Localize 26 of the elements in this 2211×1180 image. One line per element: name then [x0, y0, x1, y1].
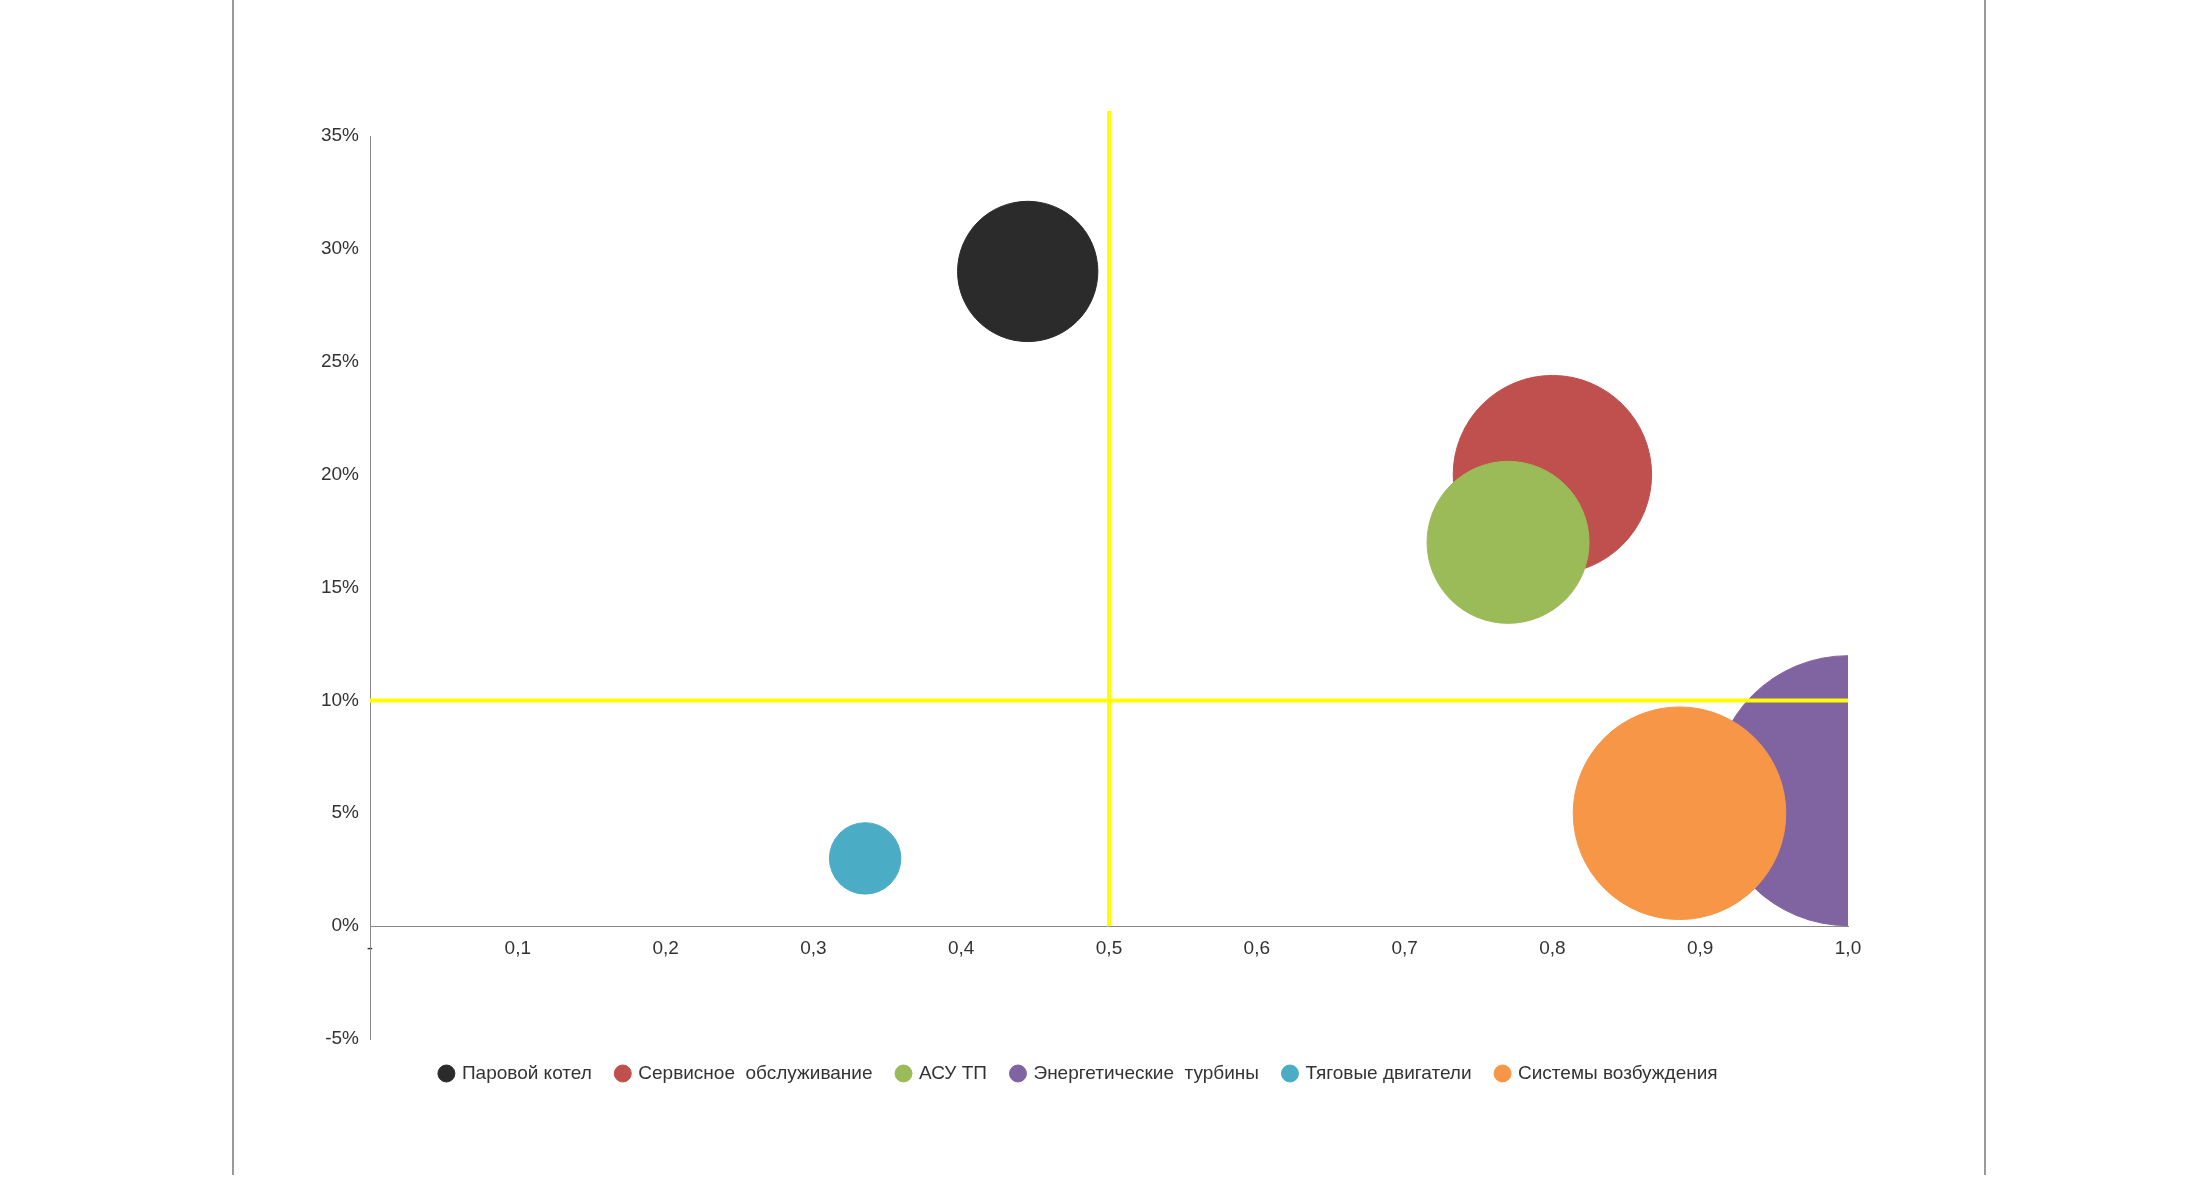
legend-label: Энергетические турбины — [1033, 1061, 1259, 1083]
y-tick-label: 15% — [320, 575, 360, 597]
x-tick-label: 0,8 — [1539, 936, 1566, 958]
x-tick-label: 0,3 — [800, 936, 827, 958]
y-tick-label: 20% — [320, 462, 360, 484]
x-tick-label: 0,6 — [1243, 936, 1271, 958]
legend-label: Сервисное обслуживание — [638, 1061, 873, 1083]
y-tick-label: 10% — [320, 688, 360, 710]
x-tick-label: 0,7 — [1391, 936, 1418, 958]
x-tick-label: 0,2 — [652, 936, 679, 958]
legend-label: Паровой котел — [461, 1061, 592, 1083]
y-tick-label: 5% — [331, 801, 360, 823]
x-tick-label: 0,5 — [1095, 936, 1123, 958]
x-tick-label: 1,0 — [1834, 936, 1862, 958]
legend-label: Системы возбуждения — [1518, 1061, 1718, 1083]
x-tick-label: 0,9 — [1686, 936, 1714, 958]
y-tick-label: 30% — [320, 237, 360, 259]
y-tick-label: -5% — [325, 1027, 360, 1049]
legend-label: АСУ ТП — [919, 1061, 987, 1083]
y-tick-label: 0% — [331, 914, 360, 936]
x-tick-label: - — [366, 936, 374, 958]
legend-label: Тяговые двигатели — [1305, 1061, 1472, 1083]
x-tick-label: 0,1 — [504, 936, 532, 958]
x-tick-label: 0,4 — [947, 936, 975, 958]
y-tick-label: 25% — [320, 349, 360, 371]
y-tick-label: 35% — [320, 124, 360, 146]
